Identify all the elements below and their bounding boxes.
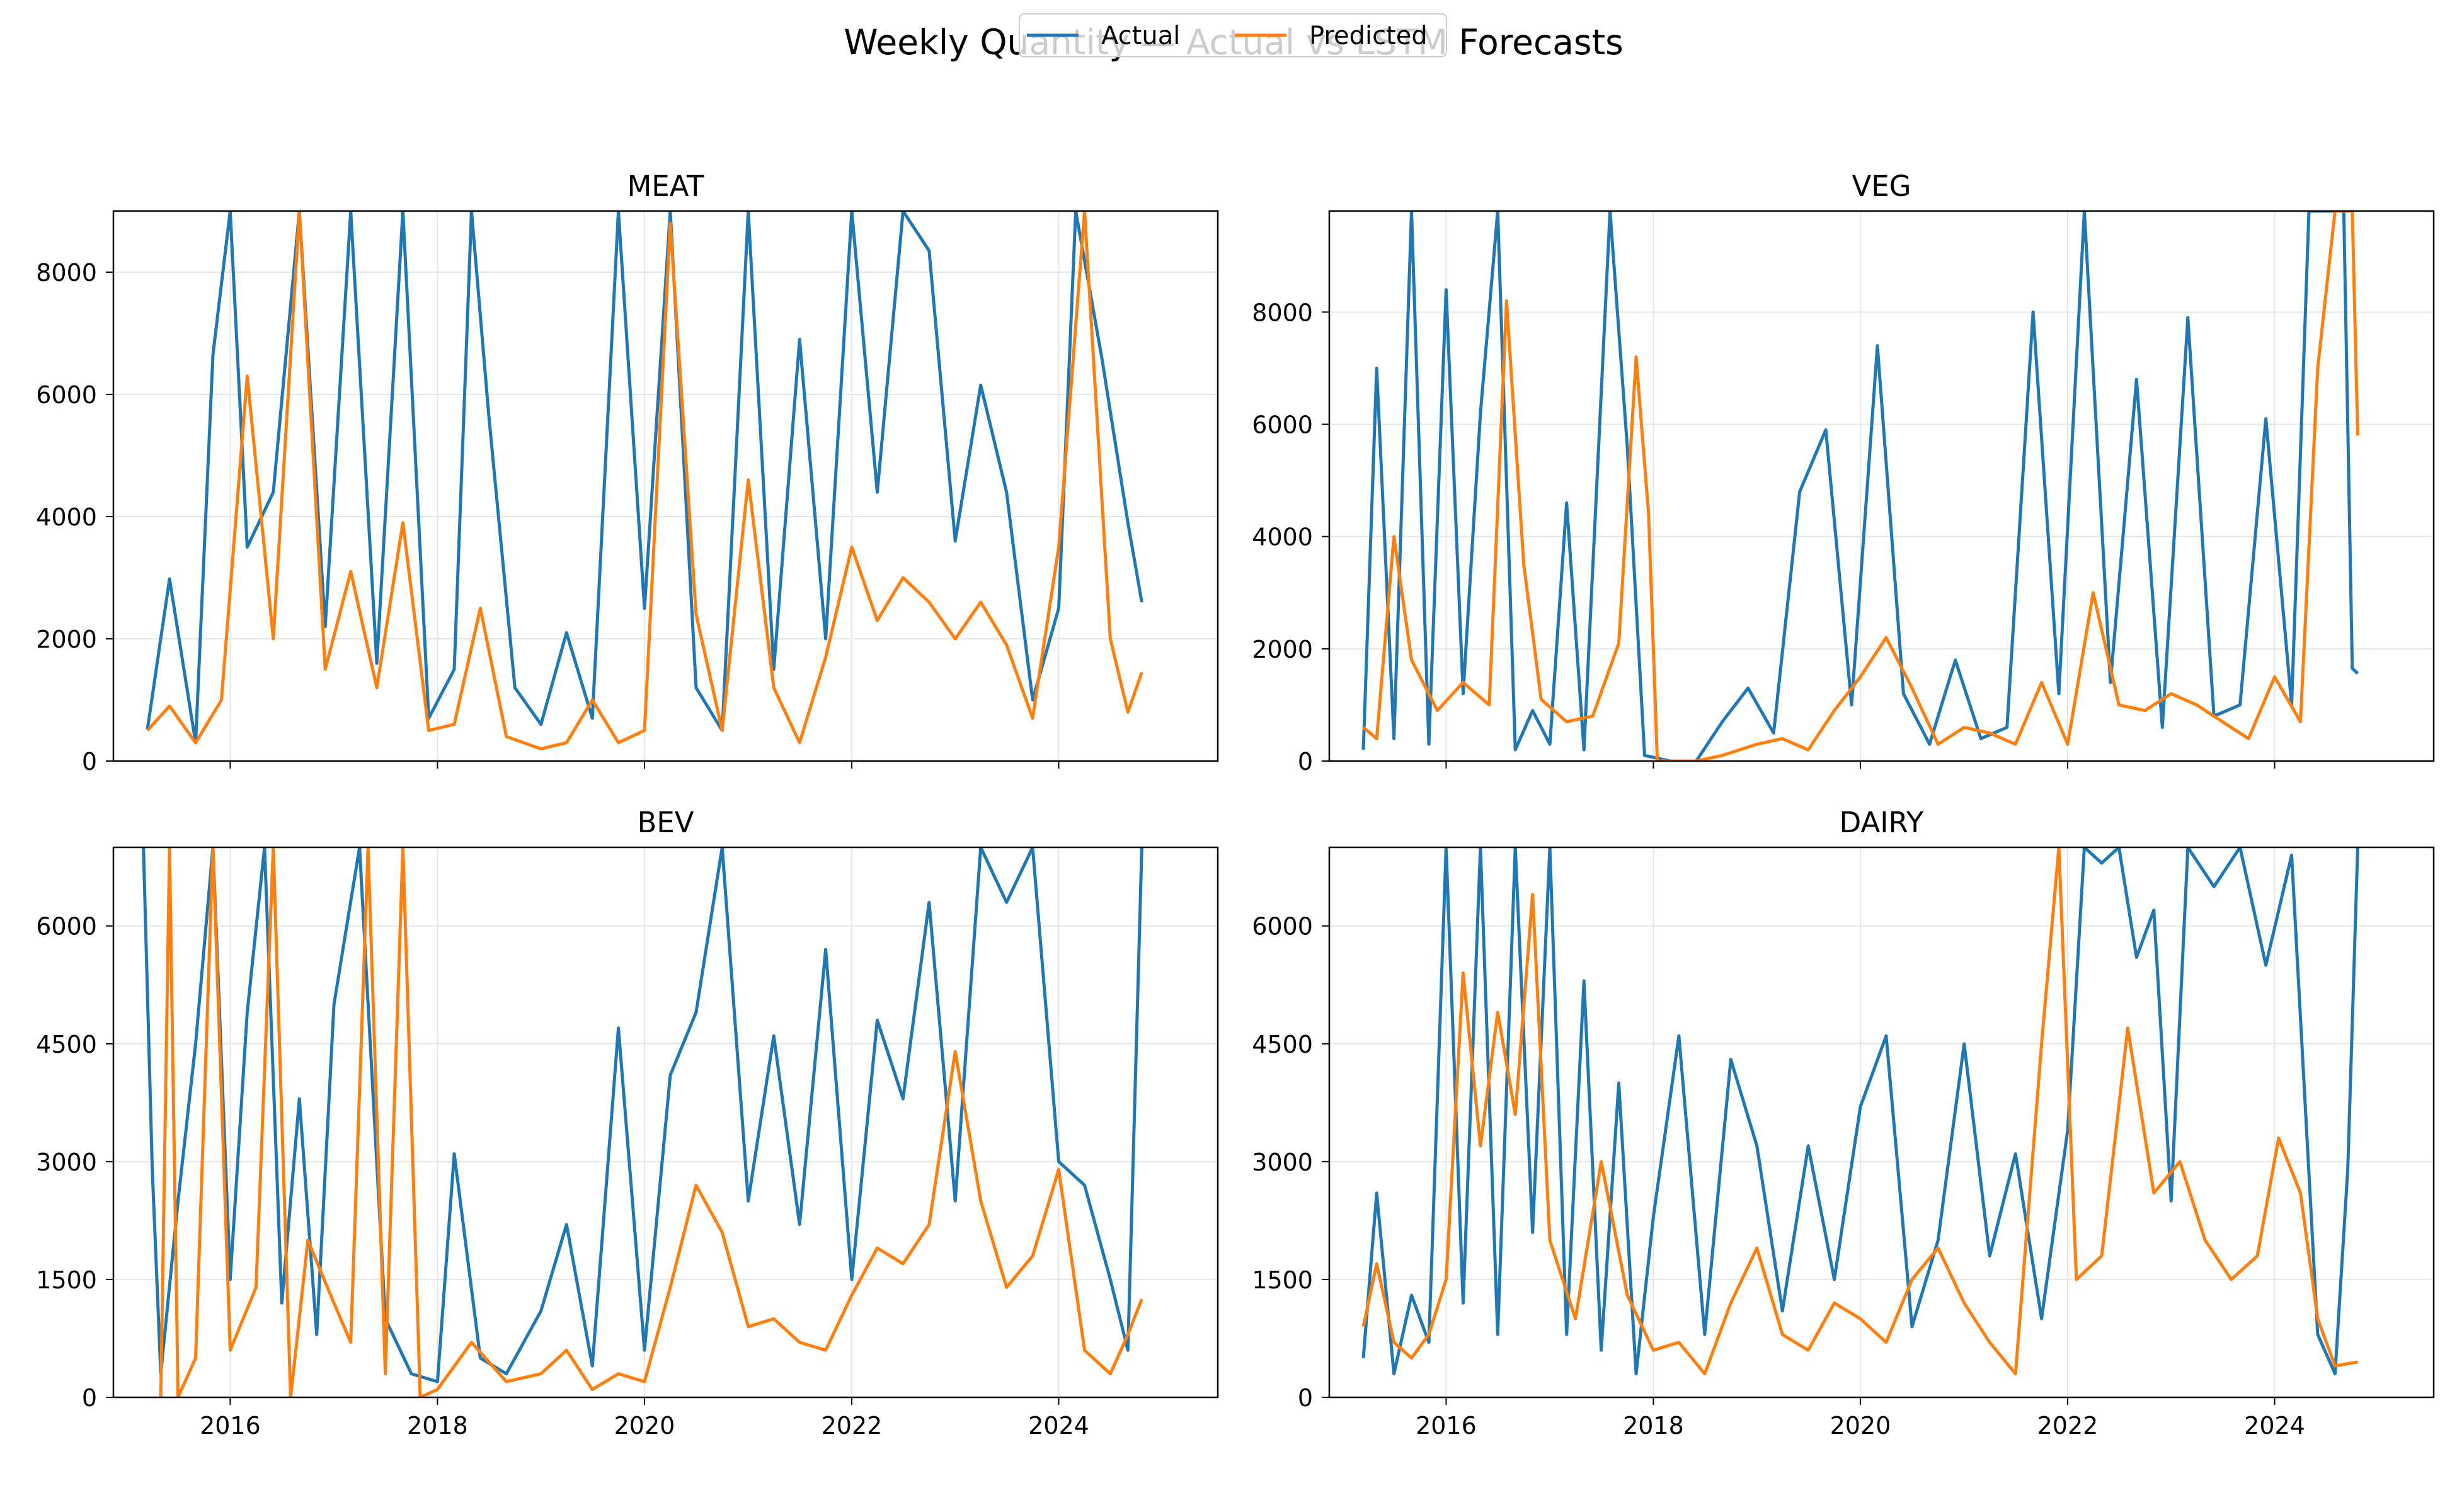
meat-ytick-label-6000: 6000 — [36, 381, 97, 409]
subplot-meat: MEAT 0 2000 4000 6000 8000 — [36, 169, 1219, 776]
subplot-veg: VEG 0 2000 4000 6000 8000 — [1252, 169, 2435, 776]
dairy-series — [1361, 847, 2359, 1376]
dairy-xtick-label-2020: 2020 — [1830, 1412, 1891, 1440]
bev-xtick-label-2020: 2020 — [614, 1412, 675, 1440]
veg-ytick-label-6000: 6000 — [1252, 411, 1313, 439]
bev-predicted-line — [159, 847, 1143, 1397]
dairy-predicted-line — [1361, 847, 2358, 1376]
bev-ytick-label-4500: 4500 — [36, 1031, 97, 1058]
veg-ytick-label-2000: 2000 — [1252, 636, 1313, 663]
meat-ytick-label-0: 0 — [82, 748, 97, 776]
dairy-ytick-label-3000: 3000 — [1252, 1148, 1313, 1176]
legend-box — [1019, 13, 1447, 57]
veg-series — [1361, 211, 2359, 761]
veg-ytick-label-8000: 8000 — [1252, 299, 1313, 326]
veg-actual-line — [1361, 211, 2359, 761]
bev-title: BEV — [637, 806, 694, 839]
dairy-actual-line — [1361, 847, 2359, 1376]
meat-predicted-line — [146, 211, 1143, 751]
bev-axes-frame — [112, 846, 1219, 1399]
meat-axes-frame — [112, 210, 1219, 762]
dairy-xtick-label-2022: 2022 — [2037, 1412, 2099, 1440]
meat-series — [146, 211, 1143, 751]
dairy-title: DAIRY — [1840, 806, 1924, 839]
meat-ytick-label-8000: 8000 — [36, 259, 97, 287]
subplot-bev: BEV 2016 2018 2020 2022 2024 0 1500 3000 4500 6000 — [36, 806, 1219, 1440]
bev-xtick-label-2018: 2018 — [407, 1412, 468, 1440]
dairy-axes-frame — [1328, 846, 2435, 1399]
bev-series — [142, 847, 1143, 1397]
legend-predicted-label: Predicted — [1309, 21, 1428, 50]
subplot-dairy: DAIRY 2016 2018 2020 2022 2024 0 1500 3000 4500 60… — [1252, 806, 2435, 1440]
dairy-ytick-label-4500: 4500 — [1252, 1031, 1313, 1058]
dairy-ytick-label-1500: 1500 — [1252, 1266, 1313, 1294]
bev-xtick-label-2022: 2022 — [822, 1412, 883, 1440]
meat-ytick-label-2000: 2000 — [36, 626, 97, 653]
subplots: MEAT 0 2000 4000 6000 8000 VEG 0 2000 4000 6000 800… — [36, 169, 2435, 1440]
dairy-ytick-label-6000: 6000 — [1252, 913, 1313, 941]
legend-actual-label: Actual — [1101, 21, 1180, 50]
dairy-xtick-label-2016: 2016 — [1416, 1412, 1477, 1440]
veg-axes-frame — [1328, 210, 2435, 762]
bev-ytick-label-6000: 6000 — [36, 913, 97, 941]
bev-xtick-label-2024: 2024 — [1028, 1412, 1089, 1440]
dairy-xtick-label-2018: 2018 — [1623, 1412, 1684, 1440]
meat-title: MEAT — [627, 169, 704, 203]
veg-ytick-label-0: 0 — [1298, 748, 1313, 776]
bev-ytick-label-1500: 1500 — [36, 1266, 97, 1294]
veg-predicted-line — [1362, 211, 2359, 761]
veg-title: VEG — [1852, 169, 1911, 203]
meat-ytick-label-4000: 4000 — [36, 503, 97, 531]
dairy-ytick-label-0: 0 — [1298, 1384, 1313, 1412]
legend: Actual Predicted — [1019, 13, 1447, 57]
bev-actual-line — [142, 847, 1143, 1383]
bev-xtick-label-2016: 2016 — [200, 1412, 261, 1440]
dairy-xtick-label-2024: 2024 — [2244, 1412, 2305, 1440]
bev-ytick-label-3000: 3000 — [36, 1148, 97, 1176]
veg-ytick-label-4000: 4000 — [1252, 524, 1313, 551]
bev-ytick-label-0: 0 — [82, 1384, 97, 1412]
